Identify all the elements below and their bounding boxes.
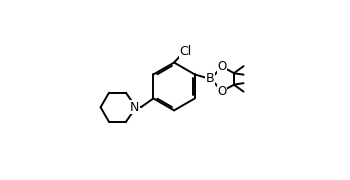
Text: B: B <box>205 72 214 85</box>
Text: O: O <box>217 60 226 73</box>
Text: Cl: Cl <box>180 45 192 58</box>
Text: O: O <box>217 85 226 98</box>
Text: N: N <box>130 101 139 114</box>
